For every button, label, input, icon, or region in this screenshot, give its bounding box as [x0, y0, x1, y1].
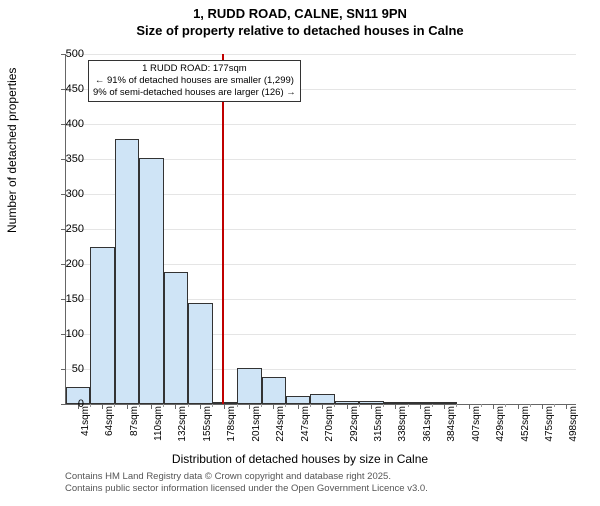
xtick-mark	[493, 404, 494, 409]
xtick-mark	[127, 404, 128, 409]
ytick-label: 400	[54, 118, 84, 130]
xtick-label: 338sqm	[397, 406, 408, 446]
xtick-label: 64sqm	[104, 406, 115, 446]
xtick-label: 429sqm	[495, 406, 506, 446]
reference-line	[222, 54, 224, 404]
histogram-bar	[139, 158, 163, 404]
ytick-label: 500	[54, 48, 84, 60]
grid-line	[66, 54, 576, 55]
ytick-label: 300	[54, 188, 84, 200]
xtick-mark	[200, 404, 201, 409]
ytick-label: 450	[54, 83, 84, 95]
xtick-label: 361sqm	[422, 406, 433, 446]
xtick-mark	[151, 404, 152, 409]
xtick-label: 498sqm	[568, 406, 579, 446]
chart-title: 1, RUDD ROAD, CALNE, SN11 9PN	[0, 6, 600, 21]
histogram-bar	[310, 394, 334, 405]
xtick-mark	[249, 404, 250, 409]
xtick-label: 178sqm	[226, 406, 237, 446]
annotation-box: 1 RUDD ROAD: 177sqm← 91% of detached hou…	[88, 60, 301, 102]
xtick-label: 201sqm	[251, 406, 262, 446]
xtick-label: 110sqm	[153, 406, 164, 446]
histogram-bar	[115, 139, 139, 404]
ytick-label: 200	[54, 258, 84, 270]
plot-area: 1 RUDD ROAD: 177sqm← 91% of detached hou…	[65, 54, 576, 405]
histogram-bar	[164, 272, 188, 404]
xtick-label: 407sqm	[471, 406, 482, 446]
xtick-mark	[298, 404, 299, 409]
ytick-label: 150	[54, 293, 84, 305]
annotation-line3: 9% of semi-detached houses are larger (1…	[93, 87, 296, 99]
ytick-label: 100	[54, 328, 84, 340]
annotation-line2: ← 91% of detached houses are smaller (1,…	[93, 75, 296, 87]
histogram-bar	[90, 247, 114, 405]
xtick-mark	[371, 404, 372, 409]
credits-line1: Contains HM Land Registry data © Crown c…	[65, 471, 428, 483]
xtick-label: 384sqm	[446, 406, 457, 446]
xtick-mark	[469, 404, 470, 409]
xtick-mark	[322, 404, 323, 409]
chart-subtitle: Size of property relative to detached ho…	[0, 23, 600, 38]
histogram-bar	[286, 396, 310, 404]
xtick-mark	[420, 404, 421, 409]
histogram-bar	[188, 303, 212, 405]
ytick-label: 50	[54, 363, 84, 375]
ytick-label: 250	[54, 223, 84, 235]
xtick-mark	[542, 404, 543, 409]
xtick-label: 270sqm	[324, 406, 335, 446]
annotation-line1: 1 RUDD ROAD: 177sqm	[93, 63, 296, 75]
xtick-label: 132sqm	[177, 406, 188, 446]
xtick-label: 292sqm	[349, 406, 360, 446]
xtick-label: 155sqm	[202, 406, 213, 446]
xtick-label: 224sqm	[275, 406, 286, 446]
xtick-label: 41sqm	[80, 406, 91, 446]
ytick-label: 350	[54, 153, 84, 165]
xtick-mark	[102, 404, 103, 409]
histogram-bar	[262, 377, 286, 404]
xtick-label: 452sqm	[520, 406, 531, 446]
chart-container: 1, RUDD ROAD, CALNE, SN11 9PN Size of pr…	[0, 6, 600, 506]
y-axis-label: Number of detached properties	[5, 68, 19, 233]
histogram-bar	[237, 368, 261, 404]
xtick-label: 475sqm	[544, 406, 555, 446]
xtick-mark	[347, 404, 348, 409]
xtick-label: 315sqm	[373, 406, 384, 446]
grid-line	[66, 124, 576, 125]
xtick-label: 87sqm	[129, 406, 140, 446]
xtick-mark	[518, 404, 519, 409]
xtick-label: 247sqm	[300, 406, 311, 446]
credits: Contains HM Land Registry data © Crown c…	[65, 471, 428, 495]
x-axis-label: Distribution of detached houses by size …	[0, 452, 600, 466]
credits-line2: Contains public sector information licen…	[65, 483, 428, 495]
